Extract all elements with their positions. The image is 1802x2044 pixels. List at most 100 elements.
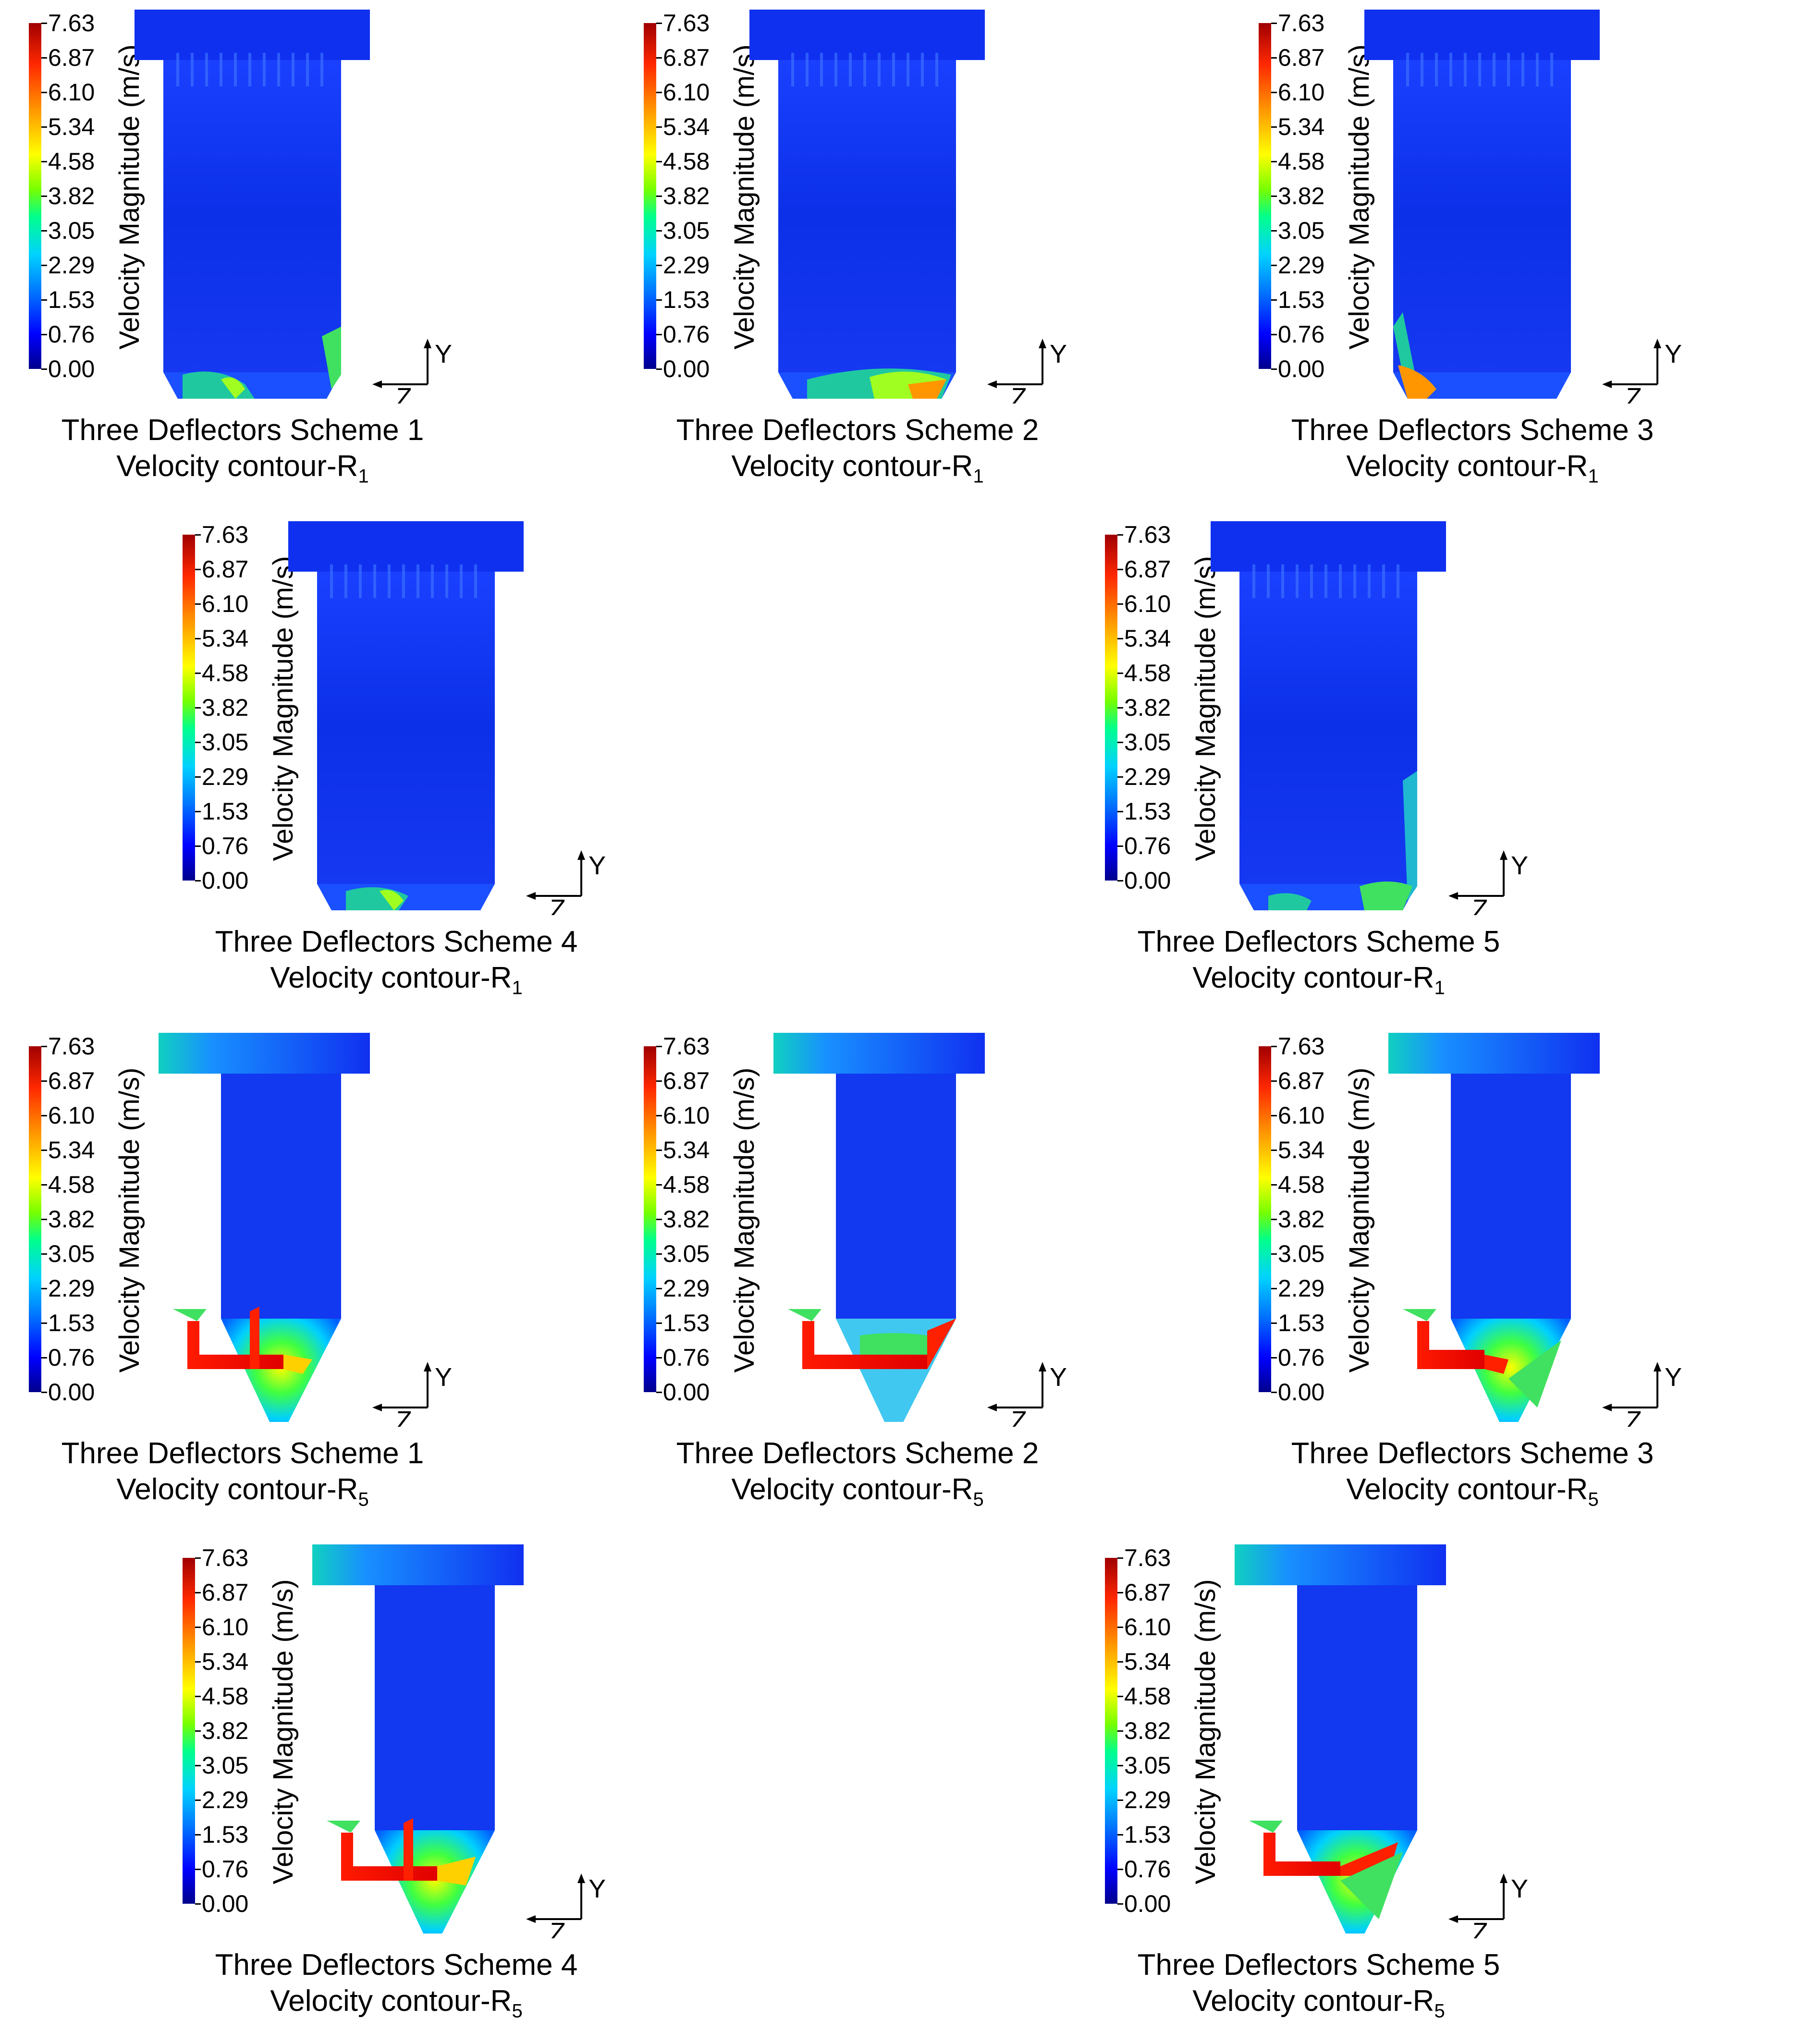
colorbar-tick-mark bbox=[195, 673, 201, 674]
panel-r5-scheme4: Velocity Magnitude (m/s) 7.63 6.87 6.10 5.3… bbox=[154, 1535, 754, 2044]
colorbar-tick-mark bbox=[195, 742, 201, 743]
colorbar-tick-label: 1.53 bbox=[48, 286, 95, 313]
velocity-contour-r1 bbox=[135, 10, 370, 399]
colorbar-tick-label: 0.00 bbox=[1124, 1890, 1171, 1917]
colorbar-tick-label: 3.05 bbox=[202, 729, 249, 756]
colorbar-tick-label: 7.63 bbox=[663, 1033, 710, 1060]
colorbar-tick-mark bbox=[41, 265, 47, 266]
colorbar-tick-label: 3.05 bbox=[663, 1240, 710, 1267]
colorbar-tick-mark bbox=[1117, 534, 1123, 536]
colorbar-tick-label: 6.87 bbox=[663, 1067, 710, 1094]
scheme-title: Three Deflectors Scheme 4 bbox=[215, 1948, 578, 1982]
colorbar-tick-label: 4.58 bbox=[1278, 1171, 1325, 1198]
colorbar-tick-label: 7.63 bbox=[1278, 1033, 1325, 1060]
panel-r1-scheme1: Velocity Magnitude (m/s) 7.63 6.87 6.10 5.3… bbox=[0, 0, 601, 509]
colorbar-tick-label: 6.87 bbox=[202, 556, 249, 583]
colorbar-tick-label: 0.76 bbox=[1124, 832, 1171, 859]
colorbar-tick-mark bbox=[41, 1150, 47, 1151]
contour-title: Velocity contour-R1 bbox=[731, 450, 984, 487]
colorbar-tick-label: 0.00 bbox=[202, 867, 249, 894]
colorbar-tick-label: 3.05 bbox=[202, 1752, 249, 1779]
panel-r1-scheme2: Velocity Magnitude (m/s) 7.63 6.87 6.10 5.3… bbox=[615, 0, 1215, 509]
colorbar-tick-mark bbox=[1117, 569, 1123, 570]
scheme-title: Three Deflectors Scheme 1 bbox=[61, 414, 424, 447]
velocity-contour-r1 bbox=[1211, 521, 1446, 910]
colorbar-tick-mark bbox=[41, 92, 47, 93]
colorbar-gradient bbox=[1259, 1046, 1271, 1392]
colorbar-tick-mark bbox=[1117, 1799, 1123, 1801]
colorbar-tick-mark bbox=[41, 126, 47, 128]
colorbar-tick-label: 3.82 bbox=[48, 1206, 95, 1233]
colorbar-tick-mark bbox=[1117, 1696, 1123, 1697]
colorbar-tick-mark bbox=[41, 196, 47, 197]
axis-triad: Y Z bbox=[1448, 850, 1528, 915]
colorbar-tick-label: 6.10 bbox=[48, 1102, 95, 1129]
colorbar-tick-mark bbox=[41, 57, 47, 59]
colorbar-tick-label: 4.58 bbox=[202, 660, 249, 686]
colorbar-tick-label: 5.34 bbox=[202, 625, 249, 652]
colorbar-tick-label: 0.76 bbox=[202, 832, 249, 859]
axis-y-label: Y bbox=[1050, 340, 1067, 368]
axis-triad: Y Z bbox=[526, 850, 606, 915]
colorbar-tick-label: 4.58 bbox=[48, 1171, 95, 1198]
colorbar-tick-label: 0.76 bbox=[202, 1856, 249, 1883]
colorbar-tick-label: 5.34 bbox=[1124, 1648, 1171, 1675]
colorbar-tick-label: 0.76 bbox=[1124, 1856, 1171, 1883]
colorbar-tick-mark bbox=[1117, 638, 1123, 639]
colorbar-gradient bbox=[1105, 535, 1117, 881]
colorbar-tick-mark bbox=[1117, 1903, 1123, 1905]
colorbar-tick-label: 4.58 bbox=[1124, 1683, 1171, 1710]
colorbar-tick-label: 2.29 bbox=[1124, 1787, 1171, 1813]
colorbar-tick-mark bbox=[195, 1834, 201, 1836]
colorbar-tick-label: 6.10 bbox=[202, 1614, 249, 1640]
colorbar-tick-label: 7.63 bbox=[1124, 521, 1171, 548]
panel-r1-scheme4: Velocity Magnitude (m/s) 7.63 6.87 6.10 5.3… bbox=[154, 512, 754, 1021]
colorbar-tick-mark bbox=[1271, 368, 1277, 370]
colorbar-tick-label: 3.05 bbox=[48, 217, 95, 244]
colorbar-tick-mark bbox=[195, 1903, 201, 1905]
colorbar-tick-label: 3.82 bbox=[202, 694, 249, 721]
colorbar-tick-mark bbox=[656, 23, 662, 24]
colorbar-tick-mark bbox=[656, 126, 662, 128]
axis-z-label: Z bbox=[1011, 383, 1027, 404]
colorbar-tick-label: 6.87 bbox=[663, 44, 710, 71]
colorbar-tick-mark bbox=[1271, 334, 1277, 335]
colorbar-tick-mark bbox=[1117, 811, 1123, 812]
velocity-contour-r5 bbox=[1388, 1033, 1600, 1422]
colorbar-tick-label: 6.87 bbox=[1124, 1579, 1171, 1606]
colorbar-tick-mark bbox=[1117, 1834, 1123, 1836]
colorbar-tick-mark bbox=[41, 1219, 47, 1220]
colorbar-tick-label: 5.34 bbox=[48, 1137, 95, 1163]
colorbar-tick-label: 2.29 bbox=[1278, 252, 1325, 279]
colorbar-tick-label: 1.53 bbox=[663, 1310, 710, 1336]
colorbar-tick-mark bbox=[1271, 161, 1277, 162]
panel-r5-scheme2: Velocity Magnitude (m/s) 7.63 6.87 6.10 5.3… bbox=[615, 1023, 1215, 1532]
colorbar-tick-mark bbox=[1271, 1150, 1277, 1151]
velocity-contour-r5 bbox=[773, 1033, 985, 1422]
axis-triad: Y Z bbox=[1448, 1873, 1528, 1938]
colorbar-tick-mark bbox=[195, 880, 201, 881]
colorbar-tick-mark bbox=[1117, 845, 1123, 847]
colorbar-tick-label: 2.29 bbox=[202, 763, 249, 790]
axis-z-label: Z bbox=[1626, 1406, 1642, 1427]
colorbar-tick-mark bbox=[1271, 1288, 1277, 1289]
colorbar-tick-mark bbox=[41, 1357, 47, 1359]
colorbar-tick-mark bbox=[1117, 603, 1123, 605]
colorbar-tick-label: 0.76 bbox=[48, 1344, 95, 1371]
colorbar-tick-mark bbox=[1271, 126, 1277, 128]
colorbar-tick-label: 5.34 bbox=[1278, 113, 1325, 140]
colorbar-tick-label: 1.53 bbox=[1124, 1821, 1171, 1848]
colorbar-gradient bbox=[1259, 23, 1271, 369]
colorbar-tick-label: 3.05 bbox=[1278, 1240, 1325, 1267]
colorbar-tick-mark bbox=[1271, 299, 1277, 301]
contour-title: Velocity contour-R1 bbox=[1192, 961, 1445, 999]
colorbar-tick-label: 0.76 bbox=[48, 321, 95, 348]
colorbar-gradient bbox=[644, 23, 656, 369]
colorbar-tick-label: 0.00 bbox=[663, 1379, 710, 1406]
colorbar-tick-label: 0.00 bbox=[663, 355, 710, 382]
colorbar-tick-label: 4.58 bbox=[663, 1171, 710, 1198]
axis-y-label: Y bbox=[435, 340, 452, 368]
colorbar-tick-label: 6.87 bbox=[48, 44, 95, 71]
colorbar-tick-mark bbox=[656, 57, 662, 59]
colorbar-tick-label: 0.00 bbox=[1278, 1379, 1325, 1406]
